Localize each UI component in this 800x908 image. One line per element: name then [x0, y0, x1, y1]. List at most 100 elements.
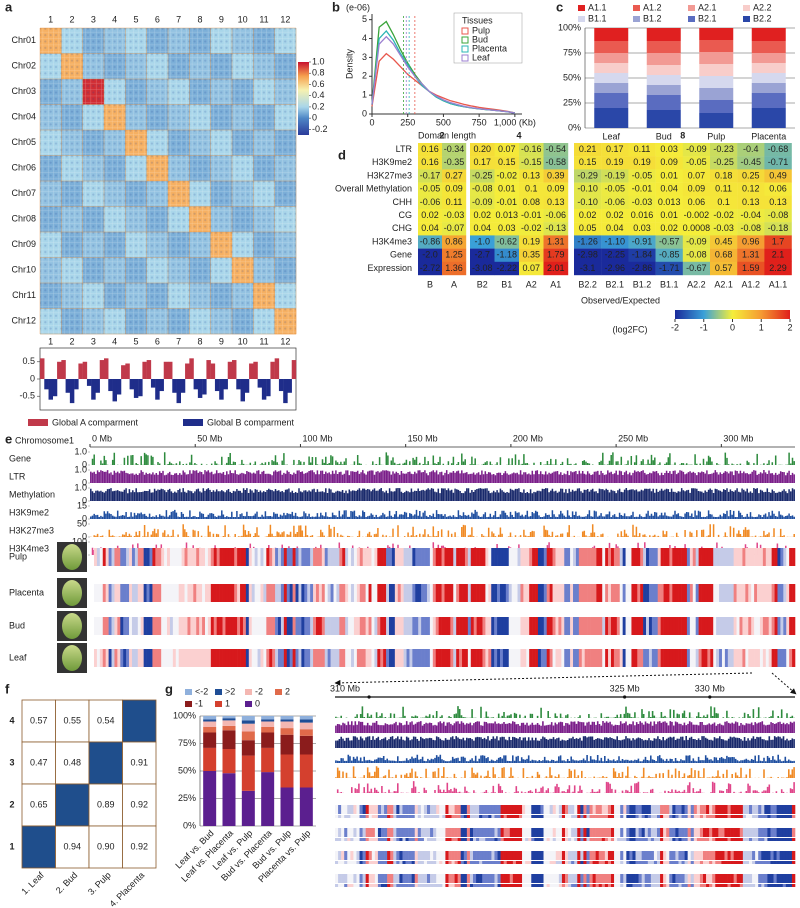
compartment-stripe [436, 861, 440, 864]
cell-value: 0.19 [606, 157, 624, 167]
compartment-stripe [620, 805, 624, 814]
compartment-stripe [786, 584, 790, 602]
compartment-stripe [389, 584, 393, 602]
compartment-stripe [730, 828, 734, 837]
compartment-stripe [387, 828, 391, 837]
tissue-photo-fruit [62, 645, 82, 671]
compartment-bar [74, 379, 79, 390]
compartment-stripe [543, 861, 547, 864]
compartment-stripe [123, 617, 127, 635]
compartment-stripe [286, 584, 290, 602]
compartment-stripe [515, 828, 520, 837]
y-tick-label: 75% [563, 47, 581, 57]
compartment-stripe [172, 548, 177, 566]
compartment-stripe [773, 805, 777, 814]
compartment-stripe [405, 838, 409, 841]
heatmap-cell [710, 261, 738, 276]
compartment-stripe [210, 617, 215, 635]
bar-segment [241, 723, 255, 732]
compartment-stripe [304, 548, 308, 566]
x-tick-label: Leaf [602, 131, 620, 141]
bar-segment [751, 28, 786, 41]
compartment-stripe [657, 838, 661, 841]
compartment-stripe [529, 584, 533, 602]
compartment-stripe [350, 884, 354, 887]
compartment-stripe [669, 874, 673, 883]
compartment-stripe [451, 851, 455, 860]
heatmap-cell [601, 182, 629, 196]
compartment-stripe [552, 884, 557, 887]
cell-value: 0.27 [445, 170, 463, 180]
heatmap-cell [574, 156, 602, 170]
compartment-stripe [444, 548, 448, 566]
compartment-stripe [558, 851, 563, 860]
heatmap-cell [442, 169, 467, 183]
cell-value: 0.47 [30, 757, 48, 767]
compartment-stripe [161, 649, 165, 667]
compartment-stripe [359, 874, 363, 883]
compartment-stripe [438, 548, 442, 566]
compartment-stripe [463, 815, 468, 818]
compartment-stripe [631, 548, 635, 566]
compartment-stripe [393, 861, 397, 864]
cell-value: 0.01 [660, 170, 678, 180]
compartment-stripe [234, 548, 238, 566]
heatmap-cell [655, 261, 683, 276]
legend-label: Global B comparment [207, 417, 295, 427]
heatmap-cell [764, 182, 792, 196]
compartment-stripe [644, 828, 649, 837]
compartment-bar [142, 361, 147, 379]
compartment-stripe [164, 649, 168, 667]
compartment-stripe [286, 649, 290, 667]
compartment-stripe [540, 617, 545, 635]
compartment-stripe [699, 861, 704, 864]
compartment-stripe [427, 861, 431, 864]
compartment-stripe [617, 838, 621, 841]
compartment-stripe [511, 649, 515, 667]
compartment-stripe [733, 584, 737, 602]
col-label: 7 [176, 14, 181, 24]
compartment-stripe [421, 548, 425, 566]
compartment-stripe [327, 649, 331, 667]
compartment-stripe [648, 548, 653, 566]
compartment-stripe [739, 617, 743, 635]
compartment-stripe [632, 874, 636, 883]
compartment-stripe [689, 548, 694, 566]
bar-segment [222, 720, 236, 726]
compartment-stripe [641, 874, 646, 883]
compartment-stripe [494, 649, 498, 667]
compartment-stripe [353, 874, 357, 883]
compartment-stripe [767, 838, 771, 841]
heatmap-cell [543, 195, 569, 210]
compartment-stripe [733, 851, 738, 860]
compartment-stripe [399, 851, 403, 860]
cell-value: -0.86 [420, 236, 441, 246]
compartment-stripe [617, 861, 621, 864]
compartment-stripe [758, 851, 762, 860]
compartment-stripe [540, 805, 544, 814]
compartment-stripe [466, 815, 471, 818]
compartment-stripe [788, 851, 793, 860]
bar-segment [594, 73, 629, 83]
compartment-stripe [491, 805, 495, 814]
compartment-stripe [432, 548, 437, 566]
bar-segment [241, 755, 255, 791]
compartment-stripe [758, 805, 762, 814]
panel-letter: e [5, 431, 12, 446]
compartment-stripe [396, 851, 400, 860]
compartment-stripe [555, 828, 560, 837]
compartment-stripe [629, 851, 633, 860]
heatmap-cell [655, 182, 683, 196]
compartment-stripe [448, 874, 452, 883]
cell-value: 0.15 [579, 157, 597, 167]
compartment-stripe [131, 617, 136, 635]
compartment-stripe [414, 815, 419, 818]
compartment-stripe [108, 584, 112, 602]
compartment-stripe [381, 838, 385, 841]
signal-track [335, 721, 795, 733]
compartment-stripe [164, 584, 168, 602]
compartment-stripe [390, 851, 394, 860]
compartment-bar [48, 379, 53, 400]
heatmap-cell [710, 143, 738, 157]
compartment-stripe [473, 649, 477, 667]
